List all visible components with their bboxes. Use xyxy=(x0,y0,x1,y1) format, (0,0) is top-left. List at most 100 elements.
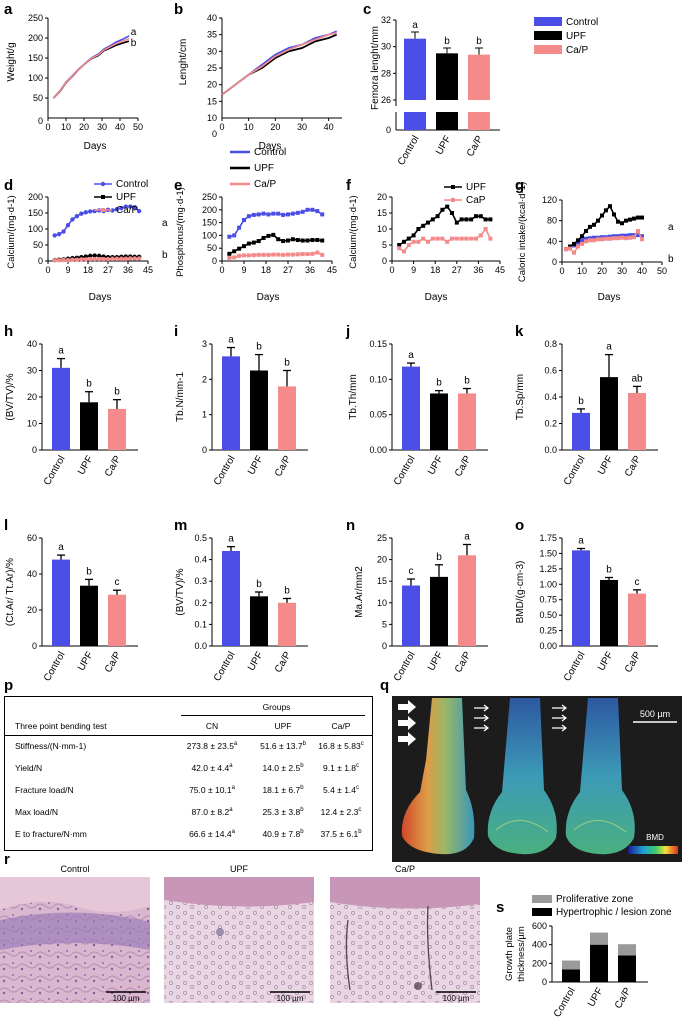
x-tick-label: 40 xyxy=(637,266,647,276)
data-point xyxy=(596,237,600,242)
data-point xyxy=(397,246,402,251)
data-point xyxy=(246,253,251,258)
table-row: Stiffness/(N·mm-1) 273.8 ± 23.5a 51.6 ± 13… xyxy=(5,741,372,760)
y-tick-label: 0.4 xyxy=(194,555,207,565)
data-point xyxy=(628,235,632,240)
x-tick-label: 10 xyxy=(244,122,254,132)
data-point xyxy=(608,236,612,241)
significance-letter: b xyxy=(464,376,470,387)
annotation-a: a xyxy=(131,27,137,38)
histology-label-upf: UPF xyxy=(230,864,249,874)
legend-swatch xyxy=(534,45,562,54)
y-tick-label: 40 xyxy=(27,569,37,579)
x-tick-label: 9 xyxy=(411,265,416,275)
y-tick-label: 40 xyxy=(27,339,37,349)
data-point xyxy=(56,258,62,263)
x-axis-label-a: Days xyxy=(84,141,107,152)
stacked-bar-growth-plate: 0 200 400 600 Control UPF Ca/P Proliferative zo… xyxy=(504,894,672,1018)
data-point xyxy=(580,241,584,246)
data-point xyxy=(315,209,320,214)
legend-label: Proliferative zone xyxy=(556,894,634,905)
y-axis-label: (BV/TV)/% xyxy=(175,568,186,615)
x-tick-label: 18 xyxy=(430,265,440,275)
data-point xyxy=(96,256,102,262)
significance-letter: b xyxy=(444,36,450,47)
bar xyxy=(250,370,268,450)
data-point xyxy=(628,217,632,222)
data-point xyxy=(616,236,620,241)
panel-letter-c: c xyxy=(363,1,371,18)
y-tick-label: 0.2 xyxy=(194,598,207,608)
y-tick-label: 250 xyxy=(202,192,217,202)
data-point xyxy=(136,256,142,261)
legend-label: Control xyxy=(566,17,598,28)
data-point xyxy=(636,233,640,238)
data-point xyxy=(640,234,644,239)
y-axis-label: (Ct.Ar/ Tt.Ar)/% xyxy=(5,558,16,626)
x-tick-label: Ca/P xyxy=(613,986,634,1011)
y-tick-label: 0 xyxy=(542,977,547,987)
data-point xyxy=(608,204,612,209)
y-tick-label: 200 xyxy=(28,33,43,43)
y-tick-label: 1.50 xyxy=(539,548,557,558)
panel-letter-k: k xyxy=(515,323,524,340)
table-cell: 16.8 ± 5.83c xyxy=(318,741,364,751)
table-cell: 25.3 ± 3.8b xyxy=(262,807,304,817)
legend-marker xyxy=(101,195,105,199)
bar xyxy=(278,602,296,646)
significance-superscript: b xyxy=(358,829,362,836)
panel-letter-a: a xyxy=(4,1,13,18)
bar-chart-tbsp: 0.0 0.2 0.4 0.6 0.8 b Control a UPF ab Ca/P Tb.Sp/m… xyxy=(515,339,658,487)
data-point xyxy=(96,253,102,259)
histology-control: Control 100 µm xyxy=(0,864,150,1003)
y-tick-label: 0 xyxy=(382,641,387,651)
bar xyxy=(600,377,618,450)
histology-label-control: Control xyxy=(60,864,89,874)
bar xyxy=(430,576,448,646)
data-point xyxy=(469,217,474,222)
data-point xyxy=(276,252,281,257)
data-point xyxy=(488,236,493,241)
line-chart-calcium-intake: 0 9 18 27 36 45 0 50 100 150 200 a b Control UPF Ca/P xyxy=(28,179,168,275)
legend-marker xyxy=(451,198,455,202)
y-tick-label: 100 xyxy=(28,224,43,234)
data-point xyxy=(402,249,406,254)
x-axis-label-d: Days xyxy=(89,292,112,303)
bar xyxy=(468,54,490,100)
significance-letter: b xyxy=(284,585,290,596)
y-tick-label: 0.6 xyxy=(544,366,557,376)
data-point xyxy=(474,236,478,241)
table-row: Yield/N 42.0 ± 4.4a 14.0 ± 2.5b 9.1 ± 1.8c xyxy=(5,763,372,782)
y-axis-label-f: Calcium/(mg·d-1) xyxy=(348,195,359,268)
panel-letter-s: s xyxy=(496,899,504,916)
y-tick-label: 25 xyxy=(207,63,217,73)
y-tick-label: 30 xyxy=(27,366,37,376)
x-axis-label-e: Days xyxy=(257,292,280,303)
data-point xyxy=(300,252,305,257)
significance-letter: b xyxy=(436,378,442,389)
data-point xyxy=(572,241,576,246)
data-point xyxy=(88,209,93,214)
data-point xyxy=(612,234,616,239)
bar-lower xyxy=(436,112,458,130)
significance-superscript: a xyxy=(231,785,235,792)
data-point xyxy=(640,237,644,242)
data-point xyxy=(310,238,315,243)
annotation-b: b xyxy=(162,250,168,261)
x-tick-label: 36 xyxy=(305,265,315,275)
data-point xyxy=(584,236,588,241)
legend-label: Ca/P xyxy=(566,45,589,56)
y-tick-label: 80 xyxy=(547,216,557,226)
bar xyxy=(222,356,240,450)
data-point xyxy=(123,204,128,209)
bar xyxy=(222,550,240,646)
significance-superscript: a xyxy=(229,807,233,814)
series-line-upf xyxy=(221,33,338,96)
y-tick-label: 50 xyxy=(33,240,43,250)
x-tick-label: UPF xyxy=(426,650,446,673)
data-point xyxy=(440,207,445,212)
data-point xyxy=(459,236,464,241)
annotation-b: b xyxy=(668,254,674,265)
table-cell: 5.4 ± 1.4c xyxy=(322,785,360,795)
x-tick-label: 27 xyxy=(452,265,462,275)
